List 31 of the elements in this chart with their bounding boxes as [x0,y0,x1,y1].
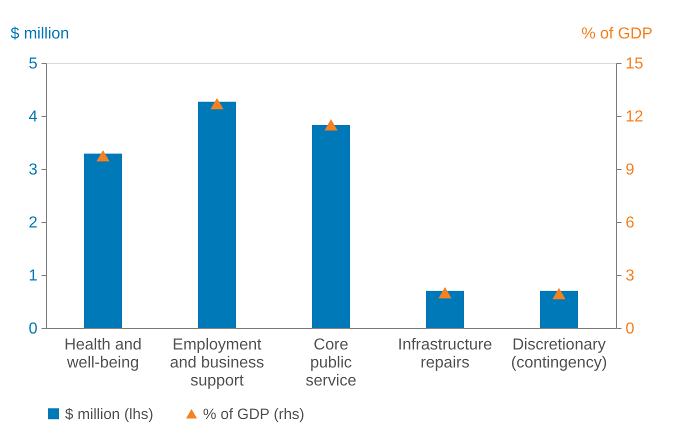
x-tick-label: Employment and business support [170,336,264,390]
x-tick-label: Infrastructure repairs [398,336,492,372]
y2-tick-label: 3 [626,268,634,284]
y-tick-label: 3 [28,162,38,178]
bar [312,125,350,328]
point [438,287,452,298]
bar [540,290,578,328]
y2-tick-label: 9 [626,162,634,178]
y-tick-label: 4 [28,108,38,126]
point [210,98,224,110]
y2-tick-label: 12 [626,108,644,126]
y2-tick-label: 6 [626,214,634,232]
y2-tick-label: 0 [626,320,634,338]
y-tick-label: 5 [28,56,38,72]
y2-tick-label: 15 [626,56,644,72]
x-tick-label: Core public service [306,336,356,390]
y-tick-label: 2 [28,214,38,232]
x-tick-label: Discretionary (contingency) [510,336,608,372]
x-tick-label: Health and well-being [64,336,142,372]
bar [84,154,122,328]
y-tick-label: 0 [28,320,38,338]
legend-label: $ million (lhs) [65,406,154,423]
point [552,288,566,300]
y2-axis-title: % of GDP [581,26,652,42]
point [324,119,338,130]
bar [426,290,464,328]
y-axis-title: $ million [10,26,70,42]
bar [198,102,236,328]
legend-label: % of GDP (rhs) [203,406,304,423]
point [96,150,110,162]
y-tick-label: 1 [28,268,38,284]
